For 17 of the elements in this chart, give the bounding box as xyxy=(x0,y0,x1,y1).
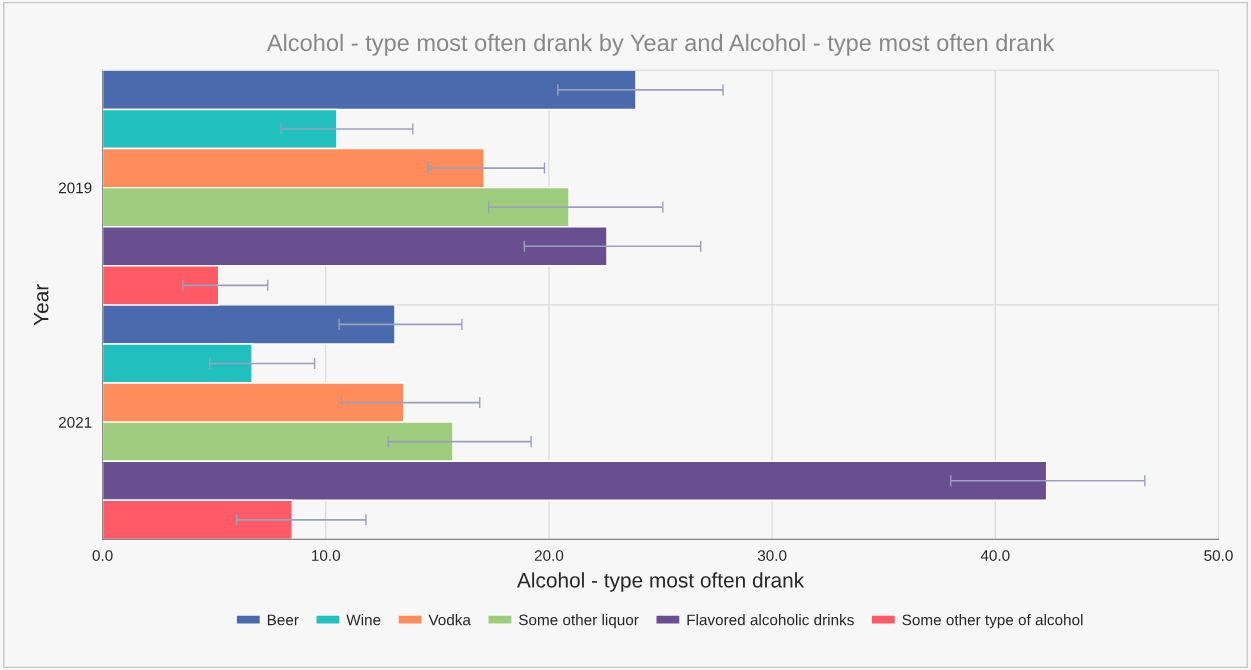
x-tick-label: 20.0 xyxy=(534,550,564,561)
y-axis-title: Year xyxy=(33,284,49,326)
legend-label: Flavored alcoholic drinks xyxy=(687,614,854,626)
legend-label: Beer xyxy=(267,614,299,626)
y-tick-label: 2019 xyxy=(58,182,92,194)
legend-label: Wine xyxy=(346,614,381,626)
chart-title: Alcohol - type most often drank by Year and Alcohol - type most often drank xyxy=(266,33,1055,56)
x-tick-label: 50.0 xyxy=(1204,550,1233,561)
x-tick-label: 40.0 xyxy=(980,550,1010,561)
x-tick-label: 30.0 xyxy=(757,550,787,561)
legend-label: Vodka xyxy=(428,614,471,626)
legend-label: Some other liquor xyxy=(518,614,639,629)
x-tick-label: 10.0 xyxy=(312,550,341,561)
legend-label: Some other type of alcohol xyxy=(902,614,1083,629)
x-tick-label: 0.0 xyxy=(92,550,113,561)
y-tick-label: 2021 xyxy=(58,416,92,428)
x-axis-title: Alcohol - type most often drank xyxy=(516,572,805,592)
